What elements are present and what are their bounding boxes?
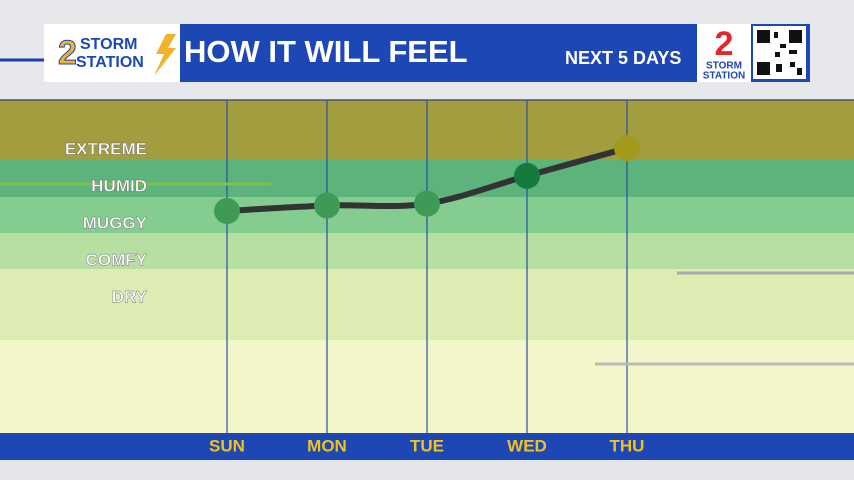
qr-pattern bbox=[757, 30, 802, 75]
x-tick-label: THU bbox=[610, 436, 645, 455]
station-line1: STORM bbox=[706, 61, 742, 72]
y-tick-label: MUGGY bbox=[83, 213, 148, 232]
subtitle: NEXT 5 DAYS bbox=[565, 48, 681, 68]
y-tick-label: HUMID bbox=[91, 176, 147, 195]
day-bar bbox=[0, 433, 854, 460]
logo-line2: STATION bbox=[76, 54, 144, 71]
day-point bbox=[414, 190, 440, 217]
station-number: 2 bbox=[715, 25, 734, 63]
station-line2: STATION bbox=[703, 71, 745, 82]
logo-number: 2 bbox=[58, 34, 77, 72]
x-tick-label: SUN bbox=[209, 436, 245, 455]
y-tick-label: COMFY bbox=[86, 250, 148, 269]
x-tick-label: MON bbox=[307, 436, 347, 455]
x-tick-label: WED bbox=[507, 436, 547, 455]
day-point bbox=[614, 135, 640, 162]
day-point bbox=[214, 198, 240, 224]
logo-line1: STORM bbox=[80, 36, 137, 53]
title: HOW IT WILL FEEL bbox=[184, 34, 468, 69]
y-tick-label: EXTREME bbox=[65, 139, 147, 158]
footer bbox=[0, 460, 854, 480]
day-point bbox=[514, 162, 540, 189]
station-logo-box bbox=[697, 24, 751, 82]
y-tick-label: DRY bbox=[112, 287, 148, 306]
day-point bbox=[314, 192, 340, 219]
logo-bolt bbox=[154, 34, 176, 76]
x-tick-label: TUE bbox=[410, 436, 444, 455]
